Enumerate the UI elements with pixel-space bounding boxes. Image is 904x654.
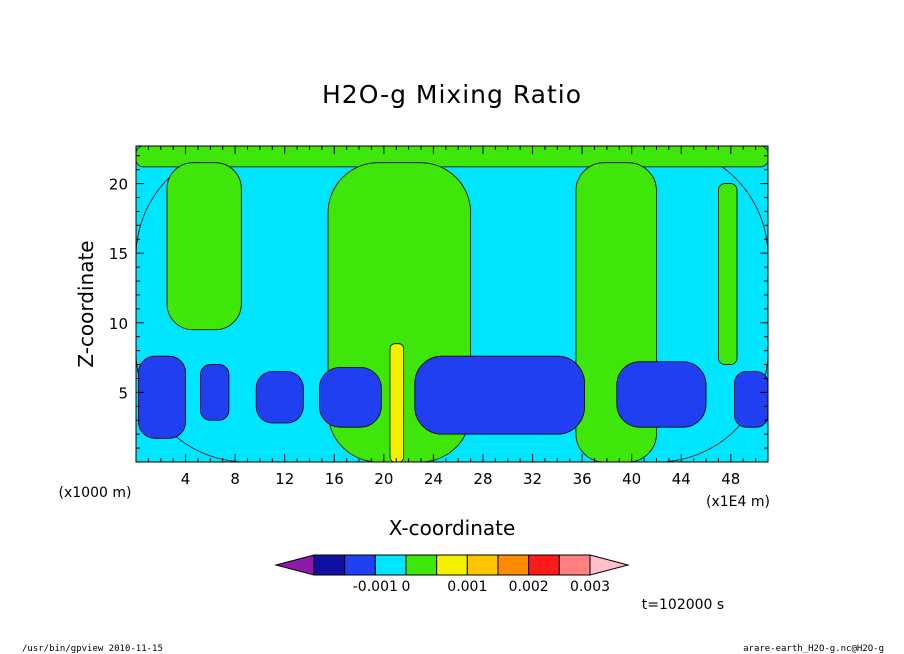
time-label: t=102000 s xyxy=(642,597,724,613)
x-tick-label: 4 xyxy=(181,470,191,488)
colorbar-tick-label: 0 xyxy=(402,579,411,595)
x-tick-label: 20 xyxy=(374,470,393,488)
footer-right: arare-earth_H2O-g.nc@H2O-g xyxy=(743,644,884,654)
contour-region-yellow xyxy=(389,343,405,462)
x-axis-ticks: 4 8 12 16 20 24 28 32 36 40 44 48 xyxy=(147,146,757,488)
colorbar-swatch xyxy=(313,554,346,576)
x-tick-label: 8 xyxy=(230,470,240,488)
colorbar-tick-label: 0.001 xyxy=(447,579,487,595)
colorbar-tick-label: 0.003 xyxy=(570,579,610,595)
colorbar-swatch xyxy=(497,554,530,576)
colorbar-tick-label: -0.001 xyxy=(353,579,398,595)
y-axis-units: (x1000 m) xyxy=(59,485,132,501)
colorbar-swatch xyxy=(436,554,468,576)
contour-region-blue xyxy=(319,366,382,428)
y-tick-label: 10 xyxy=(109,315,128,333)
y-axis-label: Z-coordinate xyxy=(74,240,98,367)
x-axis-units: (x1E4 m) xyxy=(706,494,770,510)
contour-regions xyxy=(136,146,768,462)
x-tick-label: 48 xyxy=(721,470,740,488)
colorbar-swatch xyxy=(374,554,407,576)
x-axis-label: X-coordinate xyxy=(389,516,516,540)
x-tick-label: 36 xyxy=(573,470,592,488)
y-tick-label: 15 xyxy=(109,245,128,263)
x-tick-label: 40 xyxy=(622,470,641,488)
colorbar-max-arrow xyxy=(589,554,630,576)
x-tick-label: 12 xyxy=(275,470,294,488)
contour-region-green xyxy=(136,146,768,168)
y-axis-ticks: 5 10 15 20 xyxy=(109,155,768,449)
colorbar-swatch xyxy=(344,554,376,576)
x-tick-label: 44 xyxy=(672,470,691,488)
contour-region-blue xyxy=(255,371,304,424)
x-tick-label: 28 xyxy=(473,470,492,488)
colorbar-swatch xyxy=(405,554,438,576)
chart-title: H2O-g Mixing Ratio xyxy=(322,80,582,109)
contour-region-blue xyxy=(616,361,707,428)
y-tick-label: 5 xyxy=(118,384,128,402)
contour-region-blue xyxy=(138,355,186,439)
colorbar xyxy=(274,554,630,576)
colorbar-swatch xyxy=(528,554,560,576)
contour-region-green xyxy=(718,183,738,365)
footer-left: /usr/bin/gpview 2010-11-15 xyxy=(22,644,163,654)
contour-region-green xyxy=(166,162,242,331)
plot-frame xyxy=(135,145,769,463)
colorbar-tick-labels: -0.001 0 0.001 0.002 0.003 xyxy=(353,579,610,595)
colorbar-swatch xyxy=(466,554,499,576)
colorbar-min-arrow xyxy=(274,554,315,576)
x-tick-label: 24 xyxy=(424,470,443,488)
contour-region-blue xyxy=(200,364,230,421)
contour-region-blue xyxy=(414,355,585,435)
x-tick-label: 16 xyxy=(325,470,344,488)
colorbar-swatch xyxy=(558,554,591,576)
colorbar-tick-label: 0.002 xyxy=(509,579,549,595)
contour-region-blue xyxy=(734,371,768,428)
x-tick-label: 32 xyxy=(523,470,542,488)
plot-area xyxy=(136,146,768,462)
y-tick-label: 20 xyxy=(109,176,128,194)
